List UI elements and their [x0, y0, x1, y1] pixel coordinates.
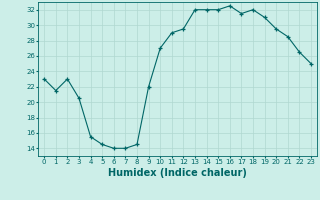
- X-axis label: Humidex (Indice chaleur): Humidex (Indice chaleur): [108, 168, 247, 178]
